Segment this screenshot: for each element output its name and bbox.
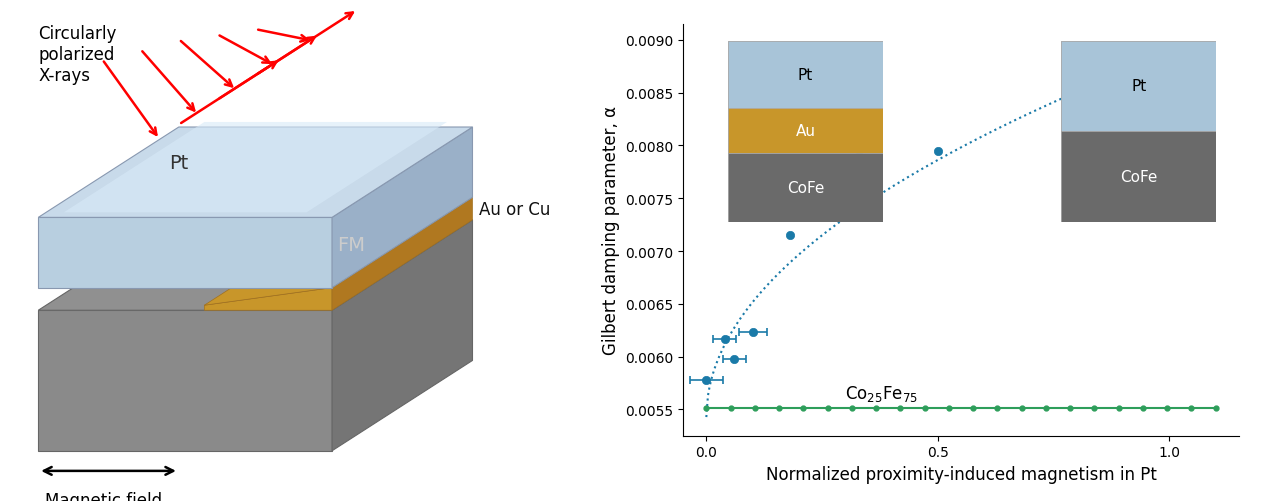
Polygon shape [38, 218, 332, 288]
Text: Circularly
polarized
X-rays: Circularly polarized X-rays [38, 25, 116, 85]
Y-axis label: Gilbert damping parameter, α: Gilbert damping parameter, α [601, 106, 619, 355]
Polygon shape [332, 128, 472, 288]
X-axis label: Normalized proximity-induced magnetism in Pt: Normalized proximity-induced magnetism i… [765, 465, 1157, 483]
Polygon shape [38, 128, 472, 218]
Polygon shape [38, 220, 472, 311]
Text: Co$_{25}$Fe$_{75}$: Co$_{25}$Fe$_{75}$ [845, 383, 918, 403]
Polygon shape [38, 311, 332, 451]
Text: Pt: Pt [169, 153, 189, 172]
Polygon shape [332, 220, 472, 451]
Text: Au or Cu: Au or Cu [479, 200, 550, 218]
Text: FM: FM [337, 236, 365, 255]
Polygon shape [204, 288, 332, 311]
Polygon shape [332, 198, 472, 311]
Polygon shape [204, 198, 472, 306]
Text: Magnetic field: Magnetic field [45, 491, 162, 501]
Polygon shape [64, 123, 447, 213]
